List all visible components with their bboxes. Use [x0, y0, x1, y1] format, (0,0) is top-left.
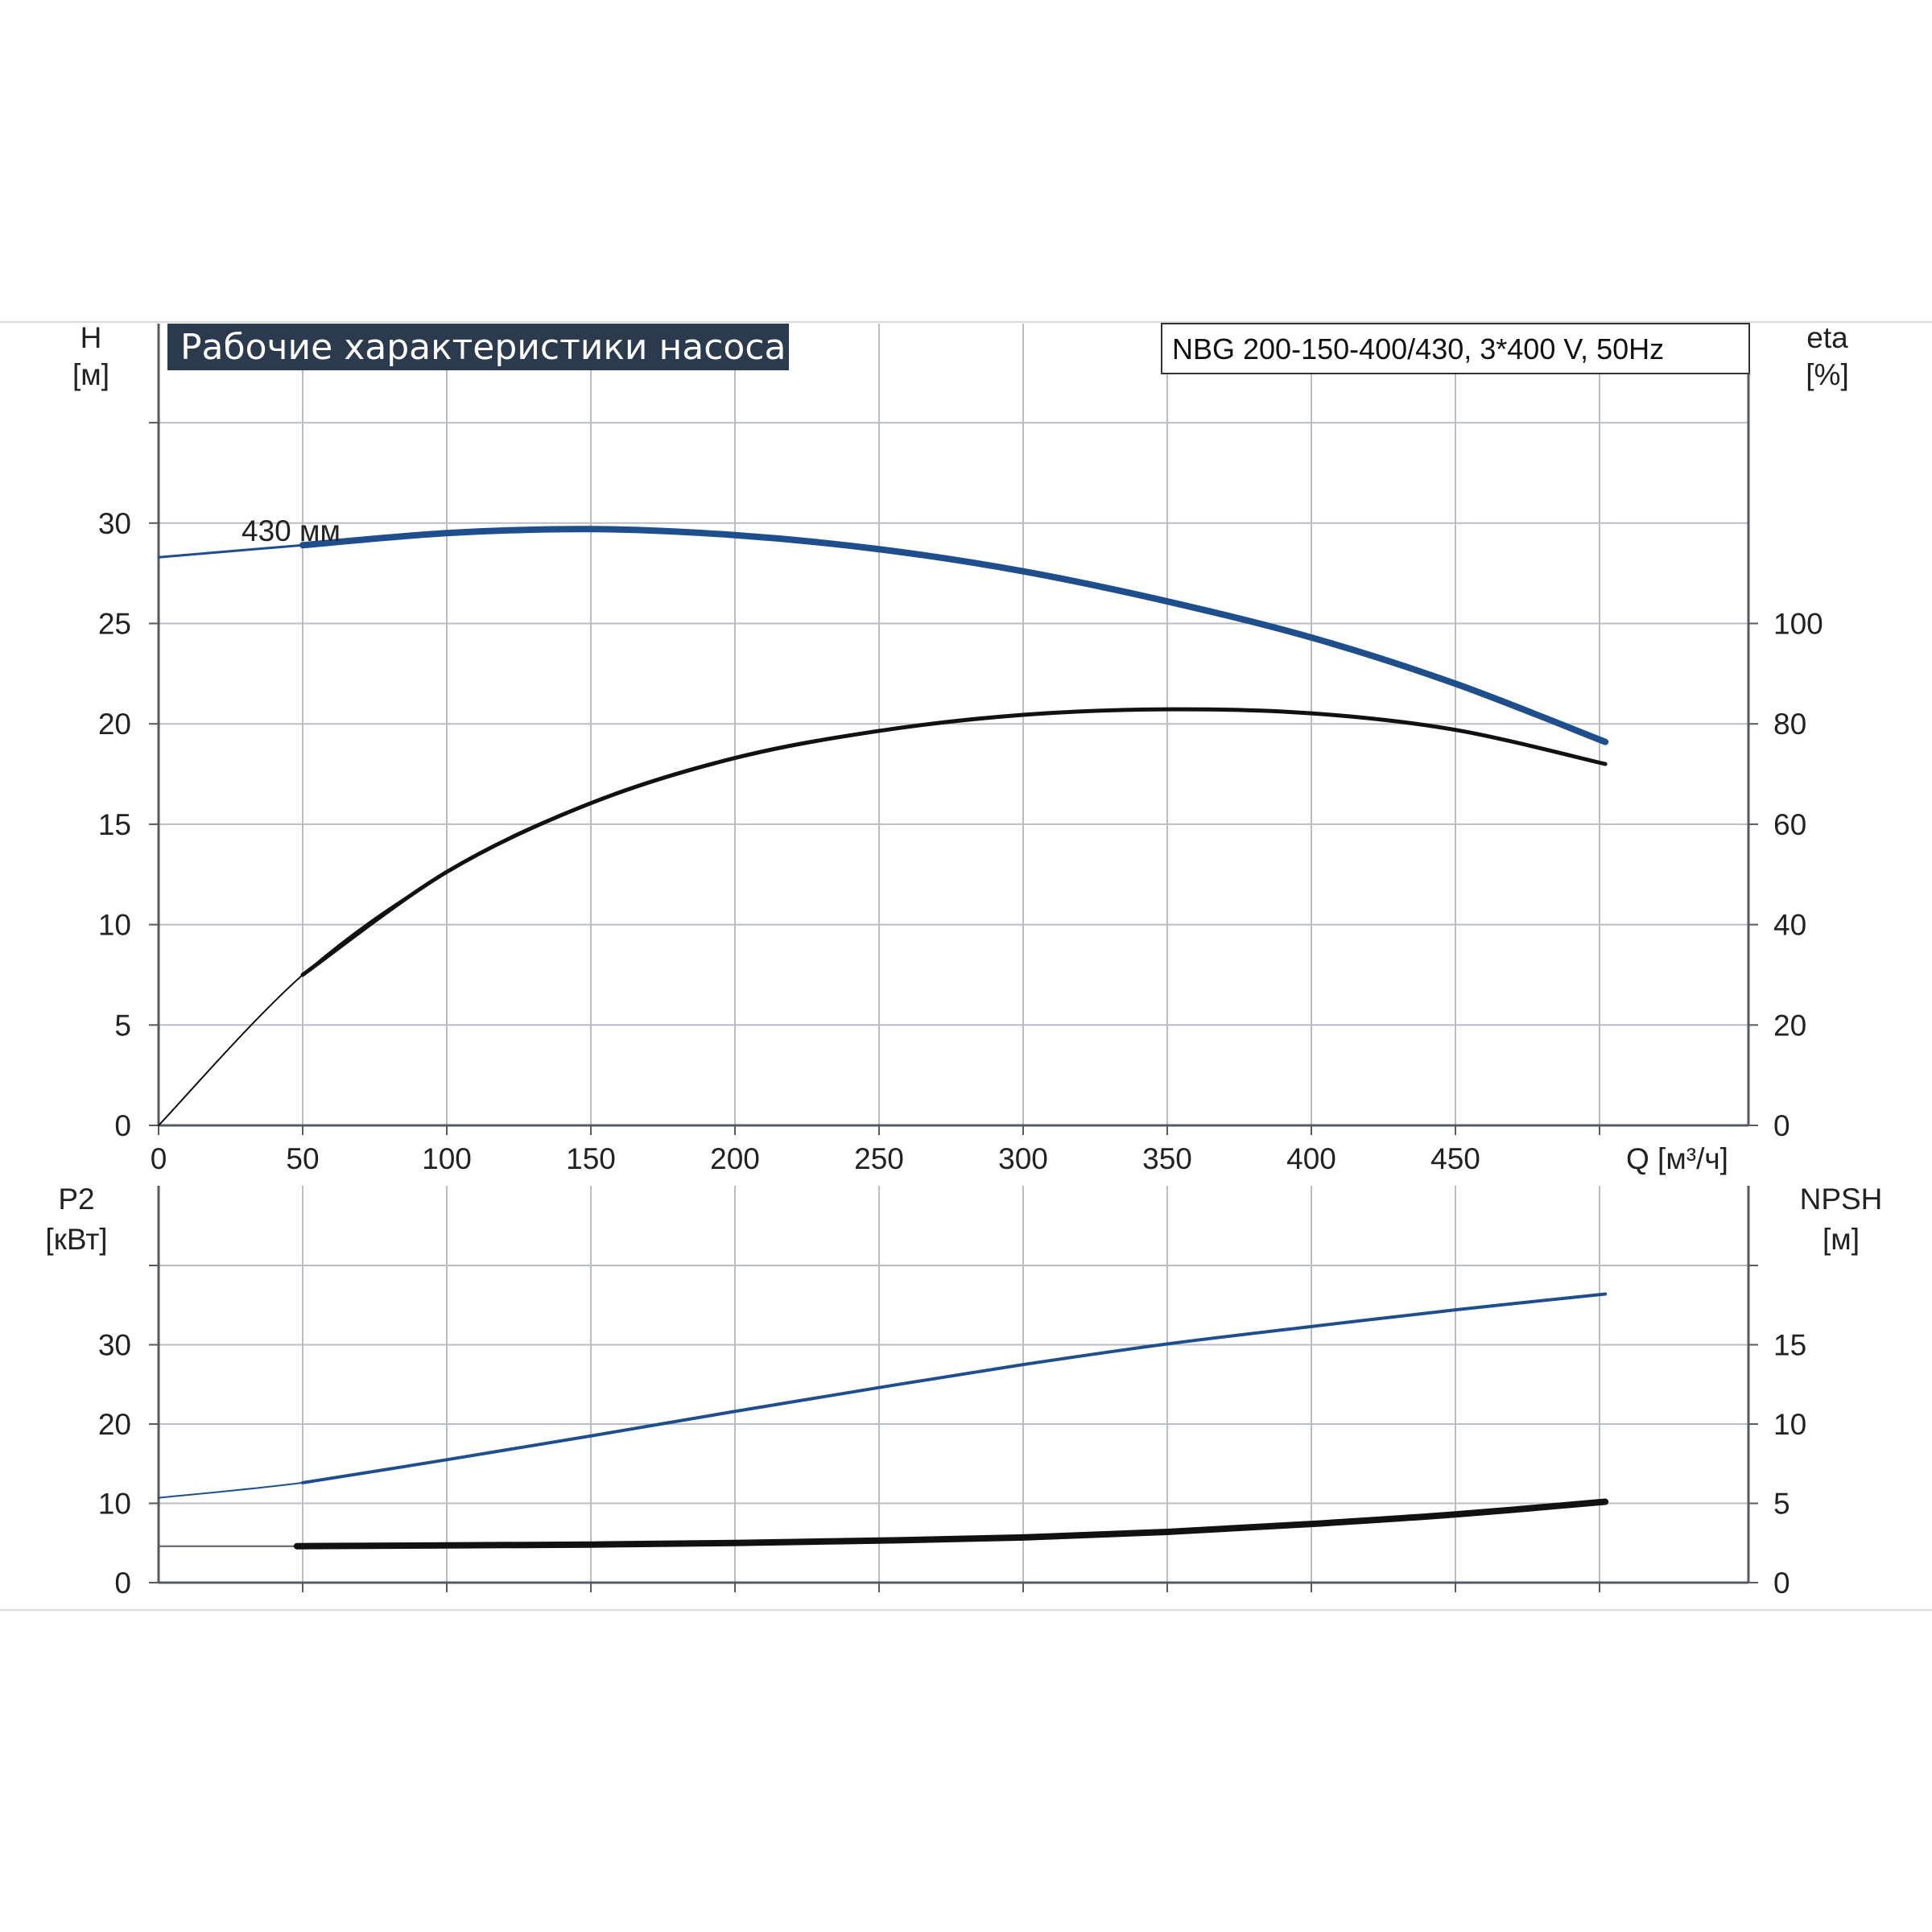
h-tick-label: 10 — [98, 909, 131, 942]
q-tick-label: 300 — [998, 1142, 1048, 1175]
chart-curves — [157, 526, 1609, 1550]
chart-title-box: Рабочие характеристики насоса — [167, 324, 789, 370]
h-tick-label: 15 — [98, 808, 131, 841]
power-curve-thin — [158, 1293, 1607, 1499]
q-tick-label: 250 — [854, 1142, 904, 1175]
model-box: NBG 200-150-400/430, 3*400 V, 50Hz — [1161, 323, 1750, 374]
q-tick-label: 200 — [710, 1142, 760, 1175]
q-tick-label: 150 — [566, 1142, 616, 1175]
head-curve-thin — [157, 527, 1607, 744]
top-plot-grid — [157, 324, 1750, 1127]
npsh-tick-label: 5 — [1773, 1488, 1790, 1521]
npsh-tick-label: 10 — [1773, 1408, 1806, 1441]
npsh-axis-unit: [м] — [1823, 1223, 1860, 1256]
h-axis-unit: [м] — [72, 358, 109, 391]
eta-axis-unit: [%] — [1806, 358, 1848, 391]
head-curve — [299, 526, 1609, 745]
npsh-curve — [293, 1498, 1609, 1550]
p2-tick-label: 30 — [98, 1329, 131, 1362]
p2-tick-label: 20 — [98, 1408, 131, 1441]
efficiency-curve — [300, 707, 1608, 977]
q-tick-label: 0 — [151, 1142, 167, 1175]
p2-tick-label: 10 — [98, 1488, 131, 1521]
p2-tick-label: 0 — [114, 1567, 131, 1600]
eta-tick-label: 80 — [1773, 708, 1806, 741]
chart-title-background — [167, 324, 789, 370]
efficiency-curve-thin — [158, 708, 1607, 1126]
q-tick-label: 100 — [422, 1142, 472, 1175]
h-tick-label: 5 — [114, 1009, 131, 1042]
q-tick-label: 400 — [1286, 1142, 1336, 1175]
bottom-plot-tick-labels: 0 10 20 30 0 5 10 15 — [98, 1265, 1806, 1600]
model-label: NBG 200-150-400/430, 3*400 V, 50Hz — [1172, 332, 1664, 365]
h-tick-label: 25 — [98, 608, 131, 641]
npsh-tick-label: 0 — [1773, 1567, 1790, 1600]
eta-axis-name: eta — [1806, 321, 1848, 354]
h-tick-label: 20 — [98, 708, 131, 741]
eta-tick-label: 0 — [1773, 1109, 1790, 1142]
npsh-axis-name: NPSH — [1800, 1183, 1883, 1216]
q-axis-label: Q [м³/ч] — [1626, 1142, 1728, 1175]
power-curve — [301, 1292, 1608, 1484]
p2-axis-name: P2 — [58, 1183, 94, 1216]
eta-tick-label: 20 — [1773, 1009, 1806, 1042]
eta-tick-label: 40 — [1773, 909, 1806, 942]
chart-title: Рабочие характеристики насоса — [180, 327, 786, 368]
model-box-frame — [1161, 323, 1750, 374]
h-tick-label: 0 — [114, 1109, 131, 1142]
npsh-tick-label: 15 — [1773, 1329, 1806, 1362]
eta-tick-label: 60 — [1773, 808, 1806, 841]
p2-axis-unit: [кВт] — [45, 1223, 107, 1256]
q-tick-label: 450 — [1430, 1142, 1480, 1175]
bottom-plot-grid — [157, 1186, 1750, 1584]
h-axis-name: H — [80, 321, 102, 354]
head-curve-label: 430 мм — [242, 514, 341, 547]
eta-tick-label: 100 — [1773, 608, 1823, 641]
q-tick-label: 350 — [1142, 1142, 1192, 1175]
h-tick-label: 30 — [98, 507, 131, 540]
q-tick-label: 50 — [286, 1142, 319, 1175]
